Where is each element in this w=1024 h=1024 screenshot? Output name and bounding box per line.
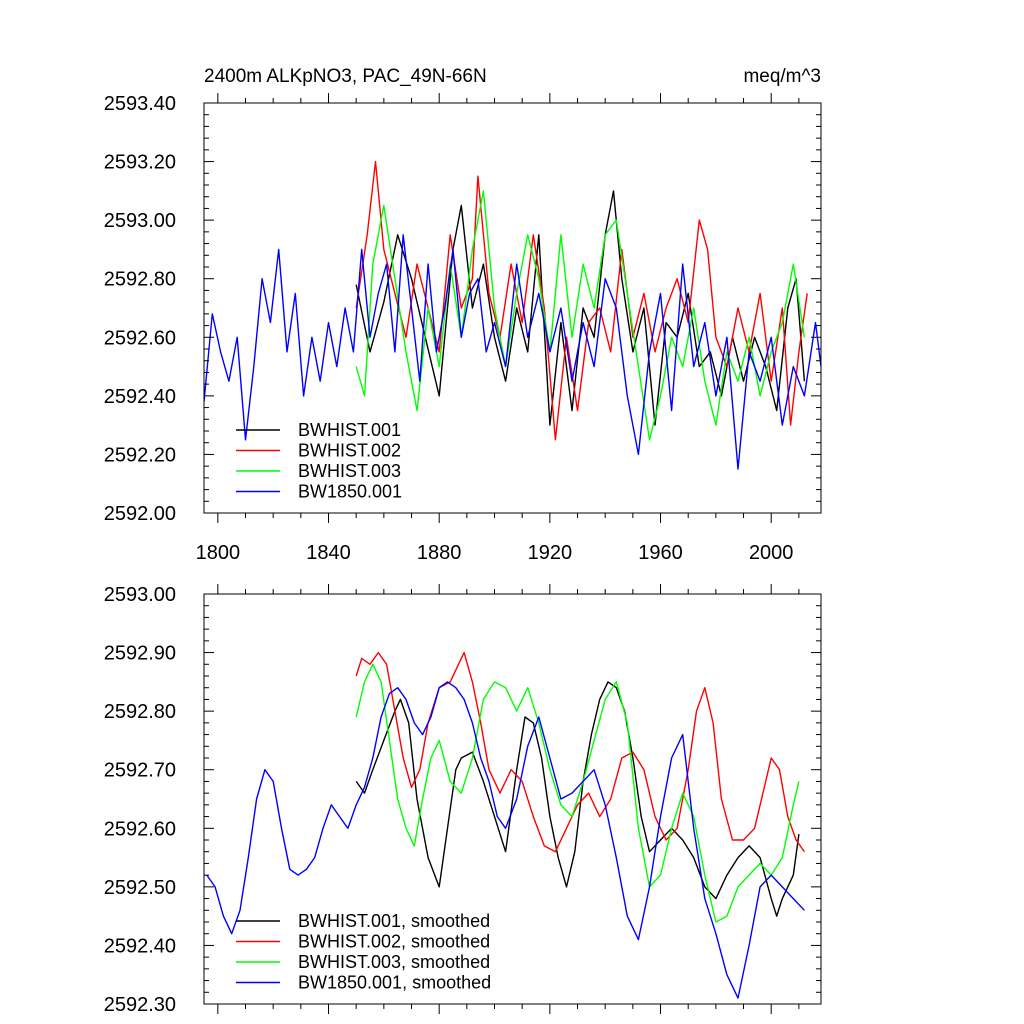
x-tick-label: 1800 (196, 542, 241, 564)
y-tick-label: 2592.00 (104, 503, 176, 525)
y-tick-label: 2592.80 (104, 701, 176, 723)
legend-label: BW1850.001, smoothed (298, 973, 491, 993)
bottom-plot-frame (203, 593, 822, 1005)
top-axis-ticks: 2592.00 2592.20 2592.40 2592.60 2592.80 2593.… (104, 93, 821, 564)
series-line-1 (355, 190, 806, 426)
series-line-1 (355, 681, 800, 917)
legend-label: BWHIST.002 (298, 441, 401, 461)
series-line-4 (204, 234, 821, 470)
bottom-axis-ticks: 2592.30 2592.40 2592.50 2592.60 2592.70 2592.… (104, 584, 821, 1016)
legend-label: BWHIST.003, smoothed (298, 952, 490, 972)
series-line-2 (355, 160, 808, 441)
top-chart-units: meq/m^3 (743, 66, 821, 87)
legend-label: BWHIST.002, smoothed (298, 932, 490, 952)
y-tick-label: 2592.40 (104, 386, 176, 408)
top-plot-frame (203, 102, 822, 514)
legend-label: BWHIST.003 (298, 461, 401, 481)
y-tick-label: 2592.50 (104, 877, 176, 899)
y-tick-label: 2592.30 (104, 994, 176, 1016)
bottom-series-lines (206, 651, 805, 999)
legend-label: BW1850.001 (298, 482, 402, 502)
x-tick-label: 1880 (417, 542, 462, 564)
series-line-2 (355, 651, 805, 853)
top-chart-title: 2400m ALKpNO3, PAC_49N-66N (204, 66, 487, 87)
y-tick-label: 2592.60 (104, 327, 176, 349)
series-line-3 (355, 663, 800, 923)
y-tick-label: 2592.70 (104, 760, 176, 782)
x-tick-label: 1840 (306, 542, 351, 564)
series-line-4 (206, 681, 805, 999)
y-tick-label: 2592.90 (104, 643, 176, 665)
bottom-panel: 2592.30 2592.40 2592.50 2592.60 2592.70 2592.… (104, 584, 822, 1016)
legend-label: BWHIST.001, smoothed (298, 911, 490, 931)
y-tick-label: 2592.80 (104, 269, 176, 291)
y-tick-label: 2593.00 (104, 584, 176, 606)
y-tick-label: 2593.00 (104, 210, 176, 232)
legend-label: BWHIST.001 (298, 420, 401, 440)
y-tick-label: 2592.20 (104, 444, 176, 466)
y-tick-label: 2593.20 (104, 152, 176, 174)
top-series-lines (204, 160, 821, 470)
x-tick-label: 2000 (749, 542, 794, 564)
y-tick-label: 2592.40 (104, 935, 176, 957)
top-panel: 2400m ALKpNO3, PAC_49N-66N meq/m^3 2592.… (104, 66, 822, 564)
y-tick-label: 2592.60 (104, 818, 176, 840)
y-tick-label: 2593.40 (104, 93, 176, 115)
x-tick-label: 1960 (638, 542, 683, 564)
x-tick-label: 1920 (528, 542, 573, 564)
